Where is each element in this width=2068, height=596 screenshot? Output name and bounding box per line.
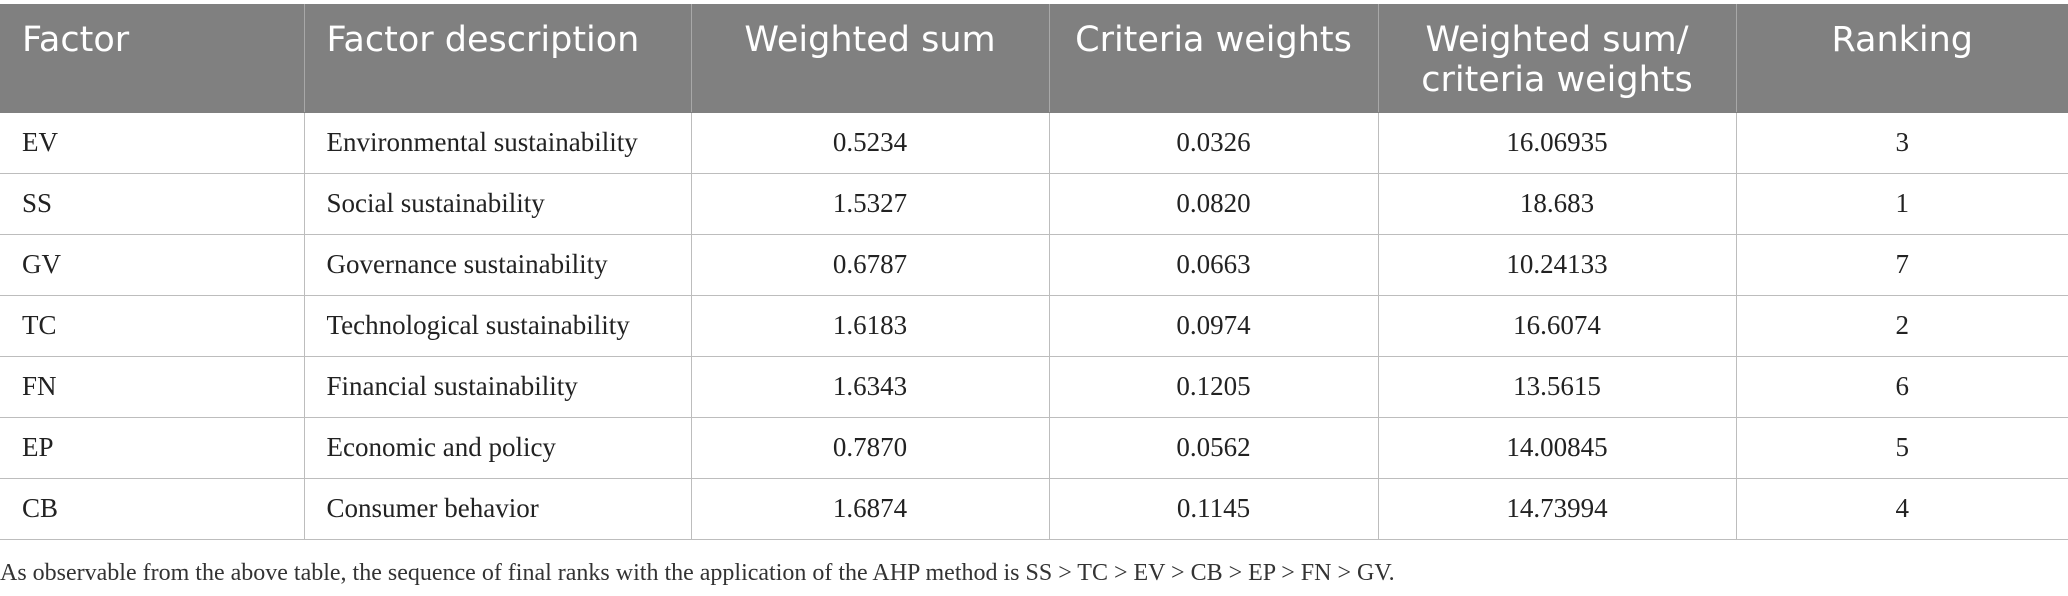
cell-criteria-weights: 0.0663 <box>1049 234 1379 296</box>
cell-criteria-weights: 0.0820 <box>1049 173 1379 235</box>
cell-factor: TC <box>0 295 305 357</box>
table-header: Factor Factor description Weighted sum C… <box>0 4 2068 113</box>
header-criteria-weights: Criteria weights <box>1049 4 1379 113</box>
header-ranking: Ranking <box>1736 4 2068 113</box>
cell-criteria-weights: 0.1205 <box>1049 356 1379 418</box>
table-footnote: As observable from the above table, the … <box>0 560 1395 586</box>
cell-weighted-sum-ratio: 10.24133 <box>1378 234 1737 296</box>
table-row: GV Governance sustainability 0.6787 0.0663 1… <box>0 234 2068 296</box>
cell-factor: GV <box>0 234 305 296</box>
cell-weighted-sum: 0.5234 <box>691 112 1050 174</box>
table-row: SS Social sustainability 1.5327 0.0820 18.68… <box>0 173 2068 235</box>
cell-factor-description: Environmental sustainability <box>304 112 692 174</box>
cell-weighted-sum: 0.6787 <box>691 234 1050 296</box>
cell-ranking: 3 <box>1736 112 2068 174</box>
ahp-ranking-table: Factor Factor description Weighted sum C… <box>0 4 2068 540</box>
cell-ranking: 5 <box>1736 417 2068 479</box>
cell-ranking: 2 <box>1736 295 2068 357</box>
cell-factor: EV <box>0 112 305 174</box>
header-factor-description: Factor description <box>304 4 692 113</box>
cell-factor-description: Social sustainability <box>304 173 692 235</box>
cell-factor-description: Consumer behavior <box>304 478 692 540</box>
cell-factor: SS <box>0 173 305 235</box>
cell-factor: FN <box>0 356 305 418</box>
cell-weighted-sum: 1.6343 <box>691 356 1050 418</box>
cell-weighted-sum: 1.6874 <box>691 478 1050 540</box>
cell-factor-description: Financial sustainability <box>304 356 692 418</box>
cell-criteria-weights: 0.0562 <box>1049 417 1379 479</box>
cell-criteria-weights: 0.0326 <box>1049 112 1379 174</box>
cell-weighted-sum: 0.7870 <box>691 417 1050 479</box>
cell-weighted-sum: 1.5327 <box>691 173 1050 235</box>
table-body: EV Environmental sustainability 0.5234 0.03… <box>0 112 2068 540</box>
cell-weighted-sum-ratio: 18.683 <box>1378 173 1737 235</box>
table-row: TC Technological sustainability 1.6183 0.09… <box>0 295 2068 357</box>
table-row: EP Economic and policy 0.7870 0.0562 14.0084… <box>0 417 2068 479</box>
cell-factor-description: Governance sustainability <box>304 234 692 296</box>
cell-factor: EP <box>0 417 305 479</box>
header-weighted-sum-ratio: Weighted sum/ criteria weights <box>1378 4 1737 113</box>
cell-weighted-sum-ratio: 16.06935 <box>1378 112 1737 174</box>
cell-weighted-sum: 1.6183 <box>691 295 1050 357</box>
ahp-ranking-table-container: Factor Factor description Weighted sum C… <box>0 4 2068 540</box>
cell-criteria-weights: 0.0974 <box>1049 295 1379 357</box>
cell-weighted-sum-ratio: 14.00845 <box>1378 417 1737 479</box>
cell-ranking: 7 <box>1736 234 2068 296</box>
cell-ranking: 1 <box>1736 173 2068 235</box>
header-row: Factor Factor description Weighted sum C… <box>0 4 2068 113</box>
table-row: CB Consumer behavior 1.6874 0.1145 14.73994 4 <box>0 478 2068 540</box>
header-factor: Factor <box>0 4 305 113</box>
cell-weighted-sum-ratio: 14.73994 <box>1378 478 1737 540</box>
cell-ranking: 6 <box>1736 356 2068 418</box>
cell-factor: CB <box>0 478 305 540</box>
cell-criteria-weights: 0.1145 <box>1049 478 1379 540</box>
cell-factor-description: Economic and policy <box>304 417 692 479</box>
cell-ranking: 4 <box>1736 478 2068 540</box>
table-row: EV Environmental sustainability 0.5234 0.03… <box>0 112 2068 174</box>
table-row: FN Financial sustainability 1.6343 0.1205 13… <box>0 356 2068 418</box>
cell-factor-description: Technological sustainability <box>304 295 692 357</box>
header-weighted-sum: Weighted sum <box>691 4 1050 113</box>
cell-weighted-sum-ratio: 13.5615 <box>1378 356 1737 418</box>
cell-weighted-sum-ratio: 16.6074 <box>1378 295 1737 357</box>
